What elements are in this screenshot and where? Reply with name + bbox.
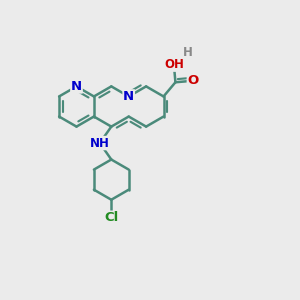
Text: Cl: Cl (104, 211, 118, 224)
Text: N: N (71, 80, 82, 93)
Text: O: O (188, 74, 199, 87)
Text: NH: NH (90, 136, 110, 150)
Text: N: N (123, 90, 134, 103)
Text: H: H (183, 46, 193, 59)
Text: OH: OH (164, 58, 184, 71)
